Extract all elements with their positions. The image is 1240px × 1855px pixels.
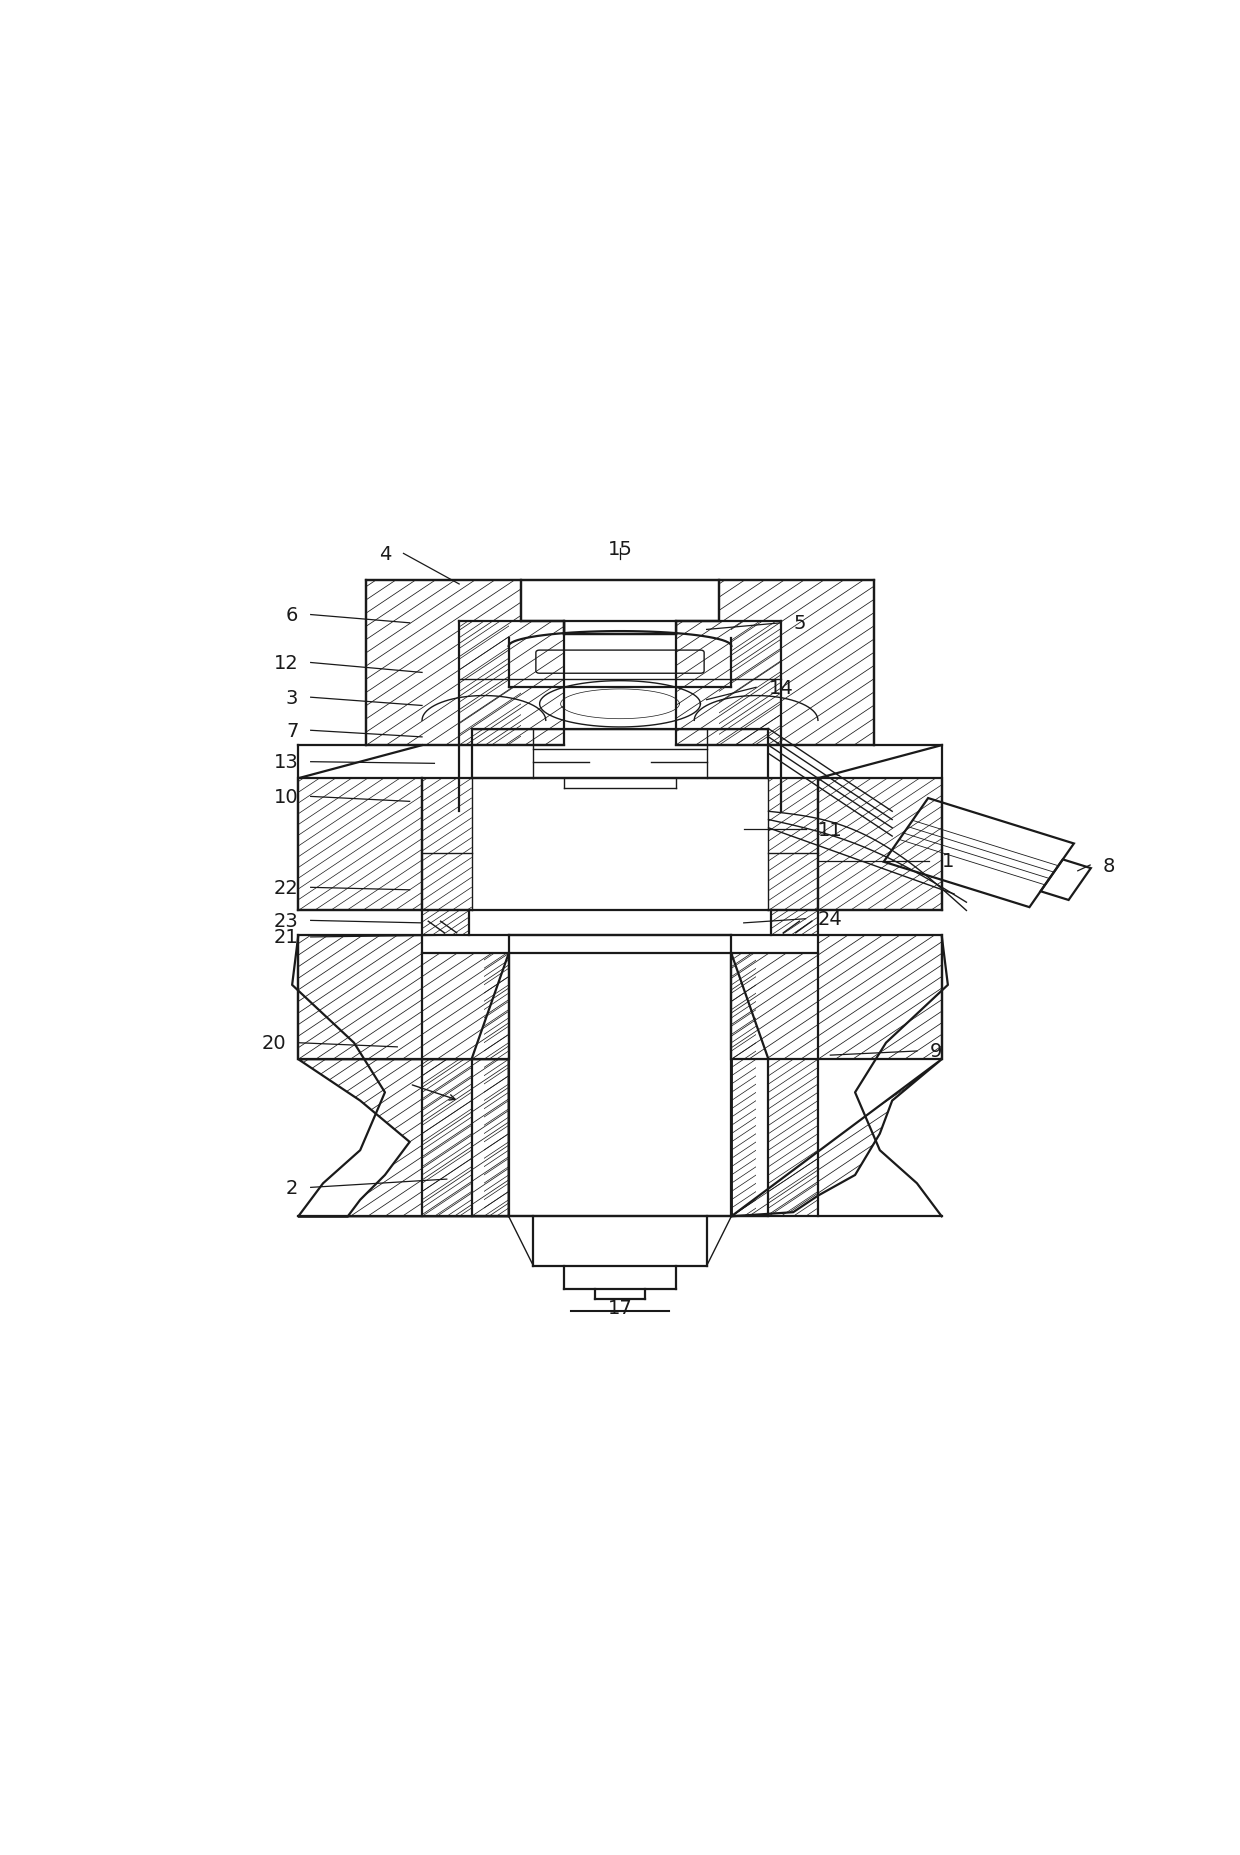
Text: 20: 20: [262, 1033, 286, 1052]
Text: 1: 1: [941, 851, 954, 870]
Text: 9: 9: [929, 1043, 941, 1061]
Text: 22: 22: [274, 879, 299, 898]
Text: 10: 10: [274, 788, 299, 807]
Text: 3: 3: [286, 688, 299, 707]
Text: 11: 11: [818, 820, 843, 840]
Text: 6: 6: [286, 607, 299, 625]
Text: 13: 13: [274, 753, 299, 772]
Text: 21: 21: [274, 928, 299, 946]
Text: 8: 8: [1102, 855, 1115, 876]
Text: 5: 5: [794, 614, 806, 633]
Text: 15: 15: [608, 540, 632, 558]
Text: 12: 12: [274, 653, 299, 673]
Text: 17: 17: [608, 1298, 632, 1317]
Text: 7: 7: [286, 722, 299, 740]
Text: 23: 23: [274, 911, 299, 931]
Text: 24: 24: [818, 909, 843, 929]
Text: 14: 14: [769, 679, 794, 697]
Text: 2: 2: [286, 1178, 299, 1196]
Text: 4: 4: [378, 545, 391, 564]
